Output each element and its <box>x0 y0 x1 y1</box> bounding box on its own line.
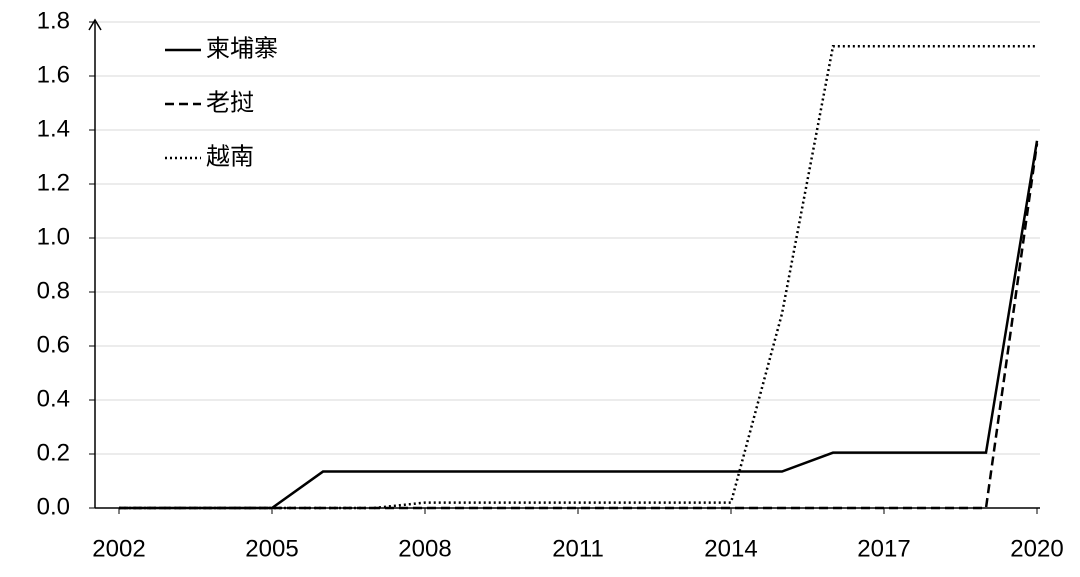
series-line <box>119 45 1037 510</box>
y-tick-label: 1.0 <box>37 223 70 250</box>
x-tick-label: 2017 <box>857 535 910 562</box>
y-tick-label: 0.8 <box>37 277 70 304</box>
x-tick-label: 2005 <box>245 535 298 562</box>
x-tick-label: 2020 <box>1010 535 1063 562</box>
x-tick-label: 2008 <box>398 535 451 562</box>
x-tick-label: 2014 <box>704 535 757 562</box>
y-tick-label: 1.4 <box>37 115 70 142</box>
x-tick-label: 2002 <box>92 535 145 562</box>
y-tick-label: 0.6 <box>37 331 70 358</box>
legend-label: 老挝 <box>206 89 254 116</box>
legend-label: 柬埔寨 <box>206 35 278 62</box>
y-tick-label: 1.8 <box>37 7 70 34</box>
y-tick-label: 1.2 <box>37 169 70 196</box>
legend-label: 越南 <box>206 143 254 170</box>
y-axis-arrow <box>88 18 102 31</box>
series-line <box>119 140 1039 510</box>
x-tick-label: 2011 <box>552 535 604 562</box>
series-line <box>119 143 1039 510</box>
y-tick-label: 0.0 <box>37 493 70 520</box>
y-tick-label: 0.2 <box>37 439 70 466</box>
y-tick-label: 1.6 <box>37 61 70 88</box>
y-tick-label: 0.4 <box>37 385 70 412</box>
